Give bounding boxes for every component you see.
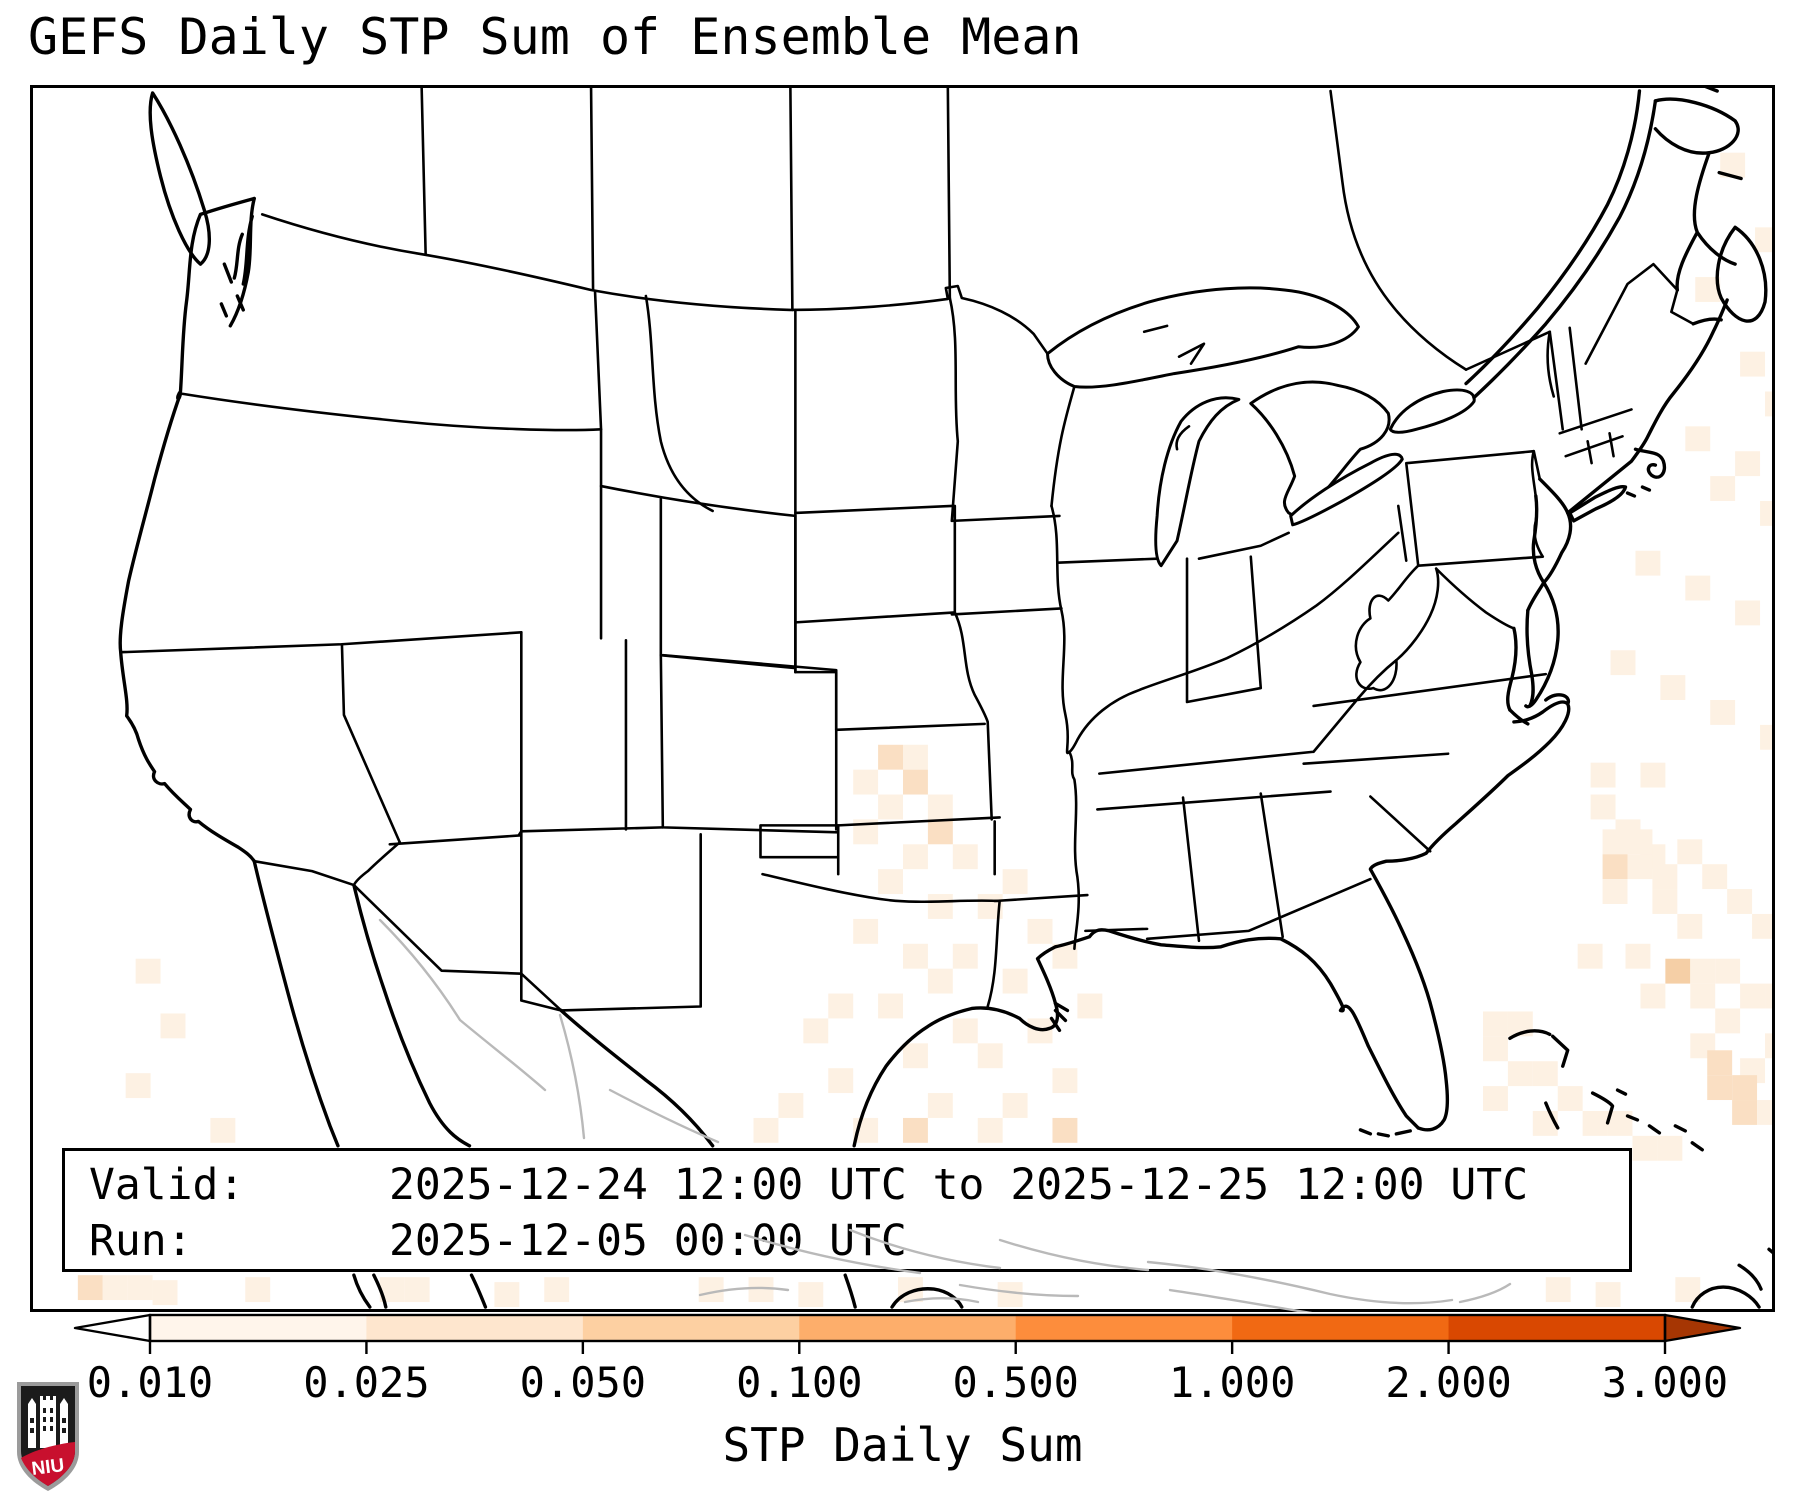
colorbar-tick-label: 0.500 (952, 1358, 1079, 1407)
map-boundaries (118, 88, 1772, 1309)
logo-red-band (21, 1442, 75, 1486)
us-map (77, 88, 1772, 1309)
colorbar-tick-label: 1.000 (1168, 1358, 1296, 1407)
run-line: Run: 2025-12-05 00:00 UTC (89, 1213, 1629, 1269)
colorbar-tick-labels: 0.010 0.025 0.050 0.100 0.500 1.000 2.000 3.000 (30, 1358, 1775, 1407)
run-value: 2025-12-05 00:00 UTC (389, 1216, 907, 1266)
niu-logo: NIU (17, 1382, 79, 1491)
valid-line: Valid: 2025-12-24 12:00 UTC to 2025-12-2… (89, 1157, 1629, 1213)
colorbar-tick-label: 0.050 (519, 1358, 647, 1407)
colorbar-tick-label: 2.000 (1385, 1358, 1512, 1407)
stp-data-cells (77, 152, 1772, 1308)
castle-icon (28, 1396, 68, 1448)
colorbar-tick-label: 0.025 (303, 1358, 430, 1407)
colorbar-tick-label: 0.010 (86, 1358, 214, 1407)
valid-run-info-box: Valid: 2025-12-24 12:00 UTC to 2025-12-2… (62, 1148, 1632, 1272)
colorbar-tick-label: 0.100 (736, 1358, 863, 1407)
colorbar-tick-label: 3.000 (1601, 1358, 1729, 1407)
valid-label: Valid: (89, 1160, 271, 1210)
colorbar (73, 1313, 1742, 1354)
figure-title: GEFS Daily STP Sum of Ensemble Mean (28, 8, 1082, 66)
run-label: Run: (89, 1216, 271, 1266)
colorbar-axis-label: STP Daily Sum (722, 1418, 1083, 1472)
map-panel (30, 85, 1775, 1312)
valid-value: 2025-12-24 12:00 UTC to 2025-12-25 12:00… (389, 1160, 1529, 1210)
logo-niu-text: NIU (30, 1455, 65, 1480)
